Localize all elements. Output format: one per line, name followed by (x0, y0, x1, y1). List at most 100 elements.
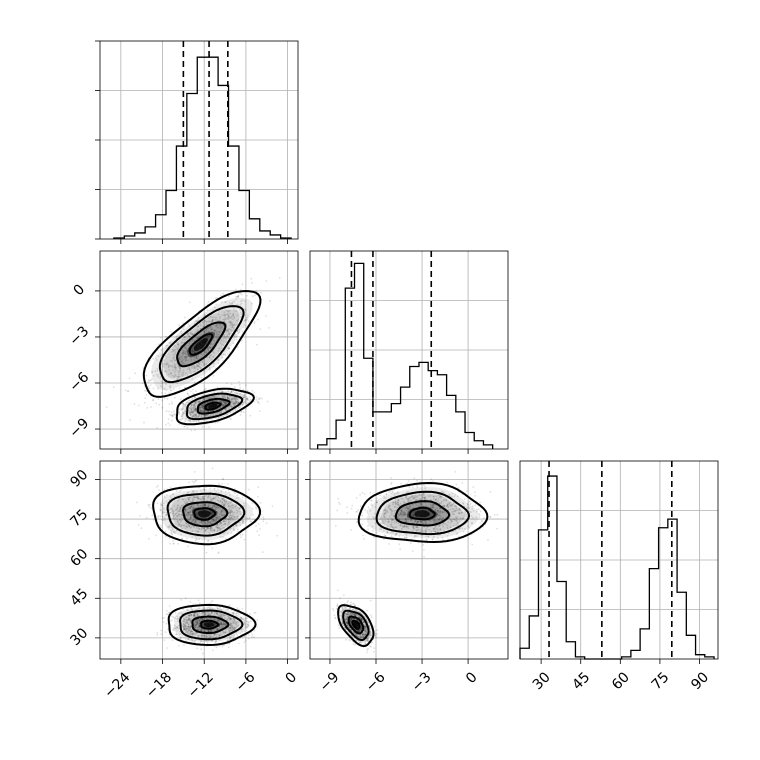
scatter-point (227, 608, 229, 611)
scatter-point (188, 625, 191, 628)
scatter-point (235, 524, 238, 527)
scatter-point (191, 633, 194, 635)
scatter-point (432, 498, 435, 500)
scatter-point (196, 336, 199, 339)
scatter-point (229, 629, 231, 631)
scatter-point (221, 390, 224, 393)
scatter-point (164, 392, 167, 395)
scatter-point (169, 542, 172, 545)
scatter-point (210, 321, 213, 324)
scatter-point (163, 511, 166, 514)
scatter-point (198, 528, 201, 530)
scatter-point (193, 525, 196, 528)
scatter-point (199, 400, 202, 403)
scatter-point (190, 410, 193, 413)
scatter-point (184, 522, 187, 524)
scatter-point (190, 359, 193, 362)
scatter-point (207, 349, 210, 352)
scatter-point (200, 629, 202, 632)
scatter-point (450, 505, 453, 508)
scatter-point (229, 324, 232, 327)
scatter-point (189, 412, 191, 414)
scatter-point (189, 628, 192, 631)
scatter-point (150, 406, 152, 408)
scatter-point (112, 386, 115, 389)
scatter-point (188, 629, 190, 631)
scatter-point (190, 411, 193, 413)
scatter-point (207, 629, 210, 632)
scatter-point (232, 622, 235, 624)
scatter-point (169, 365, 171, 367)
scatter-point (455, 533, 458, 535)
scatter-point (225, 401, 228, 404)
scatter-point (184, 508, 186, 511)
scatter-point (188, 407, 191, 410)
density-contour (166, 492, 246, 537)
scatter-point (189, 510, 192, 513)
scatter-point (240, 617, 242, 619)
scatter-point (434, 508, 437, 511)
scatter-point (224, 617, 226, 619)
scatter-point (256, 318, 259, 321)
scatter-point (265, 522, 268, 525)
scatter-point (222, 292, 225, 295)
scatter-point (152, 358, 155, 360)
scatter-point (209, 528, 212, 531)
scatter-point (239, 510, 242, 513)
scatter-point (241, 283, 244, 286)
scatter-point (222, 623, 225, 626)
scatter-point (168, 611, 171, 614)
scatter-point (188, 342, 191, 345)
y-axis-2-tick-label: 60 (67, 546, 91, 570)
scatter-point (176, 626, 179, 629)
scatter-point (205, 363, 208, 366)
scatter-point (190, 613, 193, 616)
scatter-point (207, 347, 209, 350)
scatter-point (200, 635, 203, 638)
scatter-point (184, 403, 187, 406)
scatter-point (235, 497, 238, 499)
scatter-point (185, 353, 187, 356)
scatter-point (184, 509, 187, 512)
scatter-point (223, 614, 226, 617)
scatter-point (196, 496, 199, 498)
scatter-point (209, 527, 212, 530)
scatter-point (228, 617, 231, 620)
scatter-point (195, 513, 198, 516)
scatter-point (224, 518, 227, 521)
scatter-point (203, 410, 206, 412)
scatter-point (190, 625, 192, 628)
scatter-point (237, 506, 240, 509)
scatter-point (223, 501, 226, 504)
scatter-point (449, 501, 452, 504)
scatter-point (188, 514, 190, 516)
scatter-point (197, 419, 200, 422)
scatter-point (202, 628, 204, 631)
scatter-point (195, 401, 198, 404)
scatter-point (216, 318, 219, 321)
scatter-point (168, 506, 171, 509)
scatter-point (178, 412, 181, 415)
scatter-point (208, 396, 211, 399)
scatter-point (173, 348, 176, 351)
scatter-point (219, 623, 222, 625)
scatter-point (177, 343, 180, 346)
scatter-point (458, 509, 460, 511)
scatter-point (230, 418, 232, 421)
scatter-point (241, 403, 244, 406)
scatter-point (205, 351, 208, 353)
scatter-point (206, 527, 208, 530)
scatter-point (182, 628, 185, 631)
scatter-point (228, 328, 231, 331)
scatter-point (235, 310, 238, 312)
scatter-point (229, 627, 232, 629)
scatter-point (171, 527, 174, 529)
scatter-point (221, 623, 223, 626)
scatter-point (176, 506, 179, 509)
scatter-point (181, 514, 184, 517)
scatter-point (247, 637, 250, 640)
scatter-point (221, 314, 224, 316)
scatter-point (203, 403, 206, 406)
scatter-point (267, 327, 270, 329)
scatter-point (211, 498, 213, 501)
